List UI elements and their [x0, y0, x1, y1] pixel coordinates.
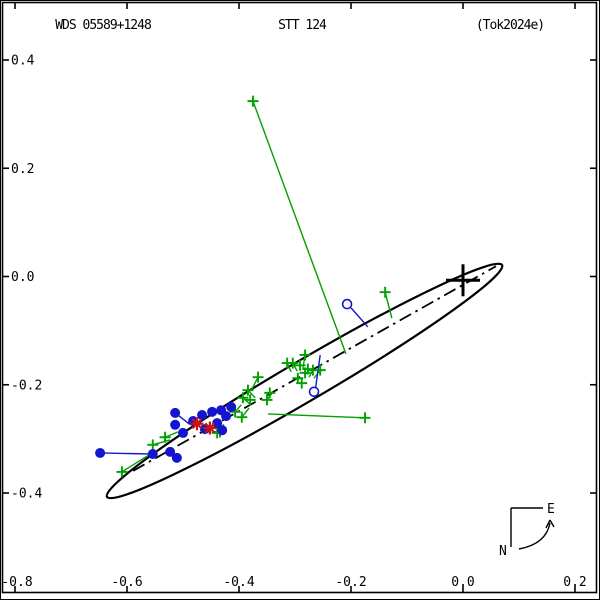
filled-circle-marker-icon — [170, 419, 181, 430]
visual-measures-residual-line — [121, 452, 153, 473]
visual-measures-residual-line — [247, 389, 256, 399]
wds-id-title: WDS 05589+1248 — [55, 18, 151, 33]
plus-marker-icon — [294, 359, 306, 371]
plus-marker-icon — [379, 286, 391, 298]
visual-measures-residual-line — [234, 404, 242, 413]
plus-marker-icon — [159, 431, 171, 443]
x-axis-tick-label: -0.4 — [223, 575, 254, 590]
visual-measures-residual-line — [241, 407, 250, 418]
x-axis-tick-label: 0.2 — [563, 575, 586, 590]
orbit-ellipse — [105, 262, 504, 500]
visual-measures-residual-line — [251, 376, 259, 390]
compass-north-label: N — [499, 544, 507, 559]
filled-circle-marker-icon — [165, 446, 176, 457]
plus-marker-icon — [314, 364, 326, 376]
interferometric-measures-residual-line — [100, 452, 153, 455]
asterisk-marker-icon — [203, 421, 217, 435]
filled-circle-marker-icon — [197, 410, 208, 421]
visual-measures-residual-line — [252, 100, 347, 355]
visual-measures-residual-line — [268, 413, 366, 419]
visual-measures-residual-line — [384, 292, 393, 319]
filled-circle-marker-icon — [170, 407, 181, 418]
plus-marker-icon — [244, 394, 256, 406]
plus-marker-icon — [299, 367, 311, 379]
compass-arrow-arc — [518, 522, 551, 550]
y-axis-tick-label: 0.4 — [11, 54, 35, 69]
filled-circle-marker-icon — [207, 406, 218, 417]
compass-arrowhead-icon — [545, 519, 555, 529]
filled-circle-marker-icon — [178, 427, 188, 438]
open-circle-marker-icon — [308, 386, 320, 398]
x-axis-tick-label: 0.0 — [451, 575, 474, 590]
plus-marker-icon — [299, 349, 311, 361]
y-axis-tick-label: -0.2 — [11, 378, 42, 393]
plus-marker-icon — [252, 371, 264, 383]
x-axis-tick-label: -0.8 — [1, 575, 32, 590]
filled-circle-marker-icon — [217, 425, 228, 436]
filled-circle-marker-icon — [171, 452, 182, 463]
plus-marker-icon — [116, 466, 128, 478]
compass-east-label: E — [547, 502, 555, 517]
plus-marker-icon — [147, 439, 159, 451]
plus-marker-icon — [264, 387, 276, 399]
x-axis-tick-label: -0.6 — [111, 575, 142, 590]
filled-circle-marker-icon — [226, 401, 237, 412]
y-axis-tick-label: 0.0 — [11, 270, 34, 285]
unresolved-measures-residual-line — [350, 307, 369, 328]
filled-circle-marker-icon — [221, 411, 232, 422]
plus-marker-icon — [261, 394, 273, 406]
orbit-reference-title: (Tok2024e) — [476, 18, 544, 33]
filled-circle-marker-icon — [212, 418, 223, 429]
plus-marker-icon — [236, 411, 248, 423]
x-axis-tick-label: -0.2 — [335, 575, 366, 590]
filled-circle-marker-icon — [95, 447, 106, 458]
compass — [510, 507, 555, 550]
plus-marker-icon — [242, 384, 254, 396]
plus-marker-icon — [247, 95, 259, 107]
plus-marker-icon — [296, 377, 308, 389]
filled-circle-marker-icon — [147, 449, 158, 460]
plot-content: -0.8 -0.6 -0.4 -0.2 0.0 0.2 0.4 0.2 0.0 -0.2 -0.4 — [1, 2, 597, 593]
plus-marker-icon — [359, 412, 371, 424]
y-axis-tick-label: 0.2 — [11, 162, 34, 177]
plus-marker-icon — [287, 357, 299, 369]
y-axis-tick-label: -0.4 — [11, 487, 42, 502]
visual-measures-residual-line — [242, 397, 251, 405]
line-of-nodes — [132, 265, 497, 472]
plus-marker-icon — [237, 392, 249, 404]
discoverer-title: STT 124 — [278, 18, 327, 33]
asterisk-marker-icon — [190, 417, 204, 431]
open-circle-marker-icon — [341, 298, 353, 310]
